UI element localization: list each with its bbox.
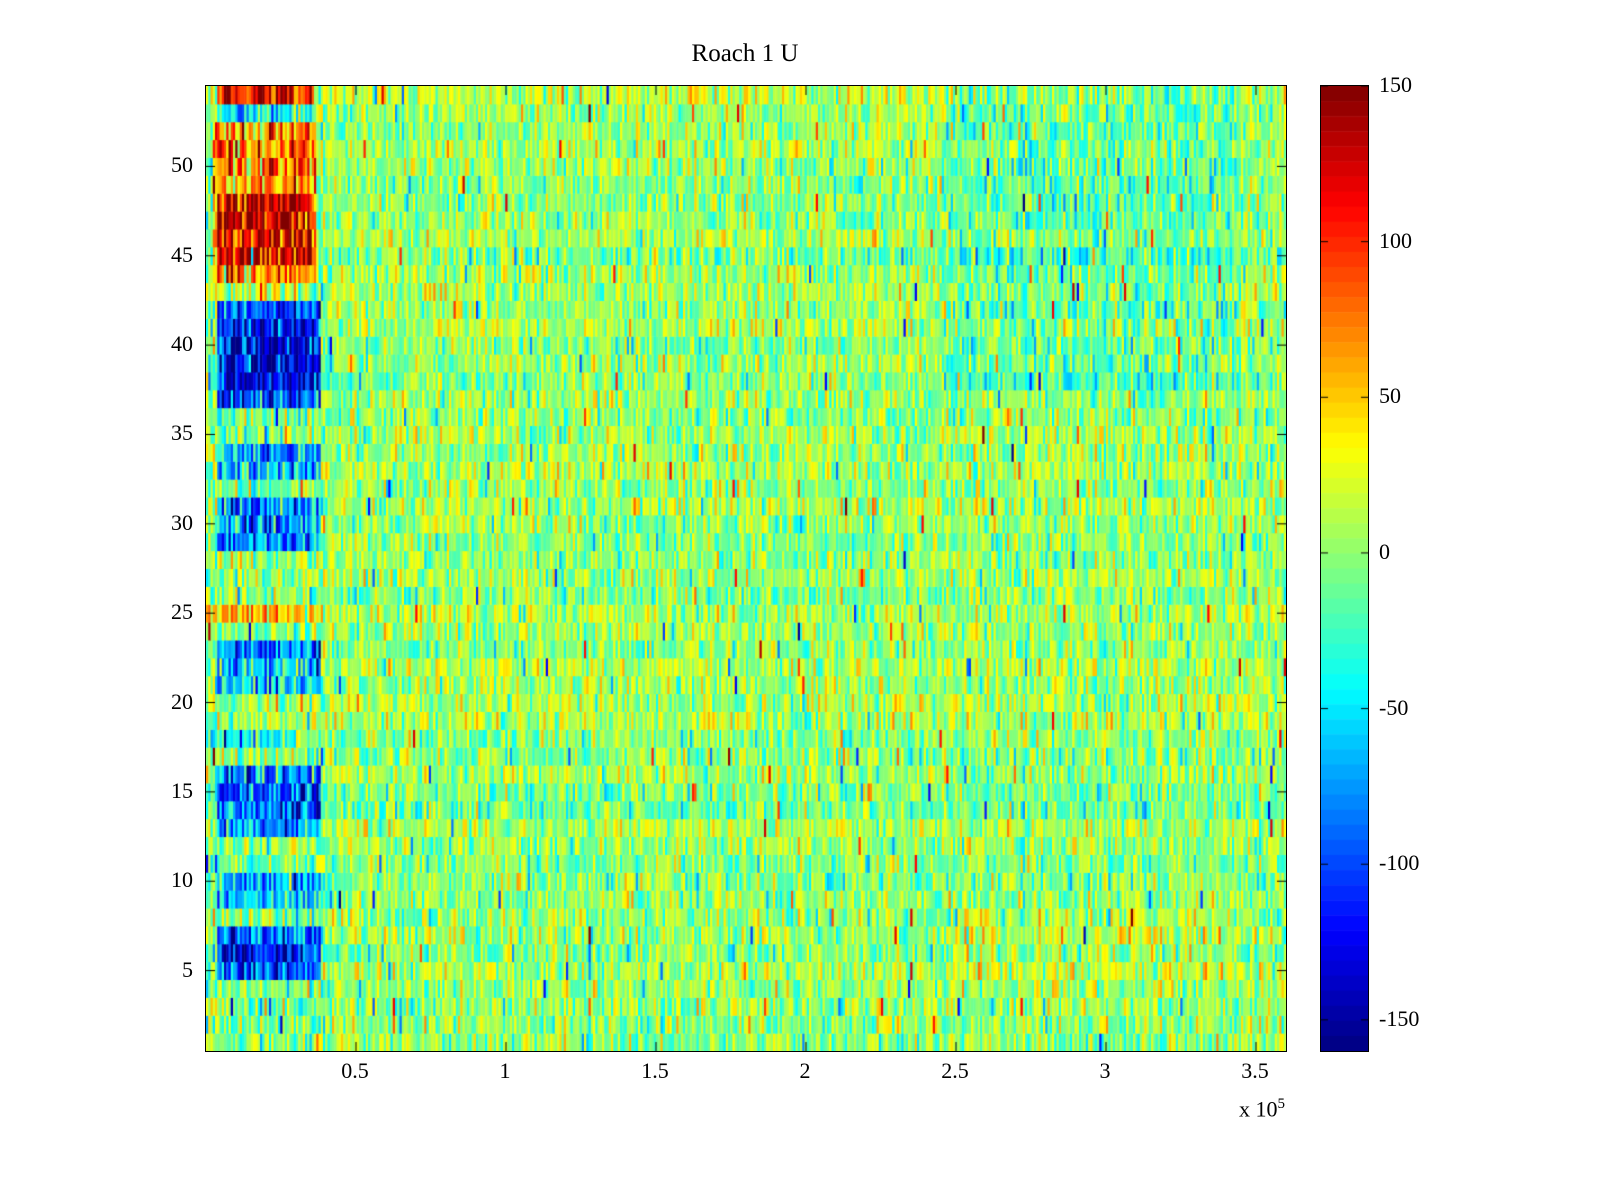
colorbar-tick-label: -50 <box>1379 694 1409 720</box>
chart-title: Roach 1 U <box>691 40 799 67</box>
y-tick-label: 30 <box>171 509 193 535</box>
x-tick-label: 0.5 <box>341 1058 369 1083</box>
colorbar-tick-label: 50 <box>1379 383 1401 409</box>
colorbar-tick-label: -100 <box>1379 850 1420 876</box>
y-tick-label: 25 <box>171 599 193 625</box>
colorbar-canvas <box>1320 85 1369 1052</box>
x-tick-label: 3 <box>1099 1058 1111 1083</box>
x-tick-label: 2 <box>799 1058 811 1083</box>
x-tick-label: 1.5 <box>641 1058 669 1083</box>
colorbar-tick-label: 100 <box>1379 227 1412 253</box>
x-tick-label: 2.5 <box>941 1058 969 1083</box>
y-tick-label: 40 <box>171 331 193 357</box>
y-tick-label: 45 <box>171 241 193 267</box>
colorbar-tick-label: -150 <box>1379 1005 1420 1031</box>
y-tick-label: 20 <box>171 688 193 714</box>
y-tick-label: 15 <box>171 777 193 803</box>
y-tick-label: 50 <box>171 152 193 178</box>
y-tick-label: 35 <box>171 420 193 446</box>
x-tick-label: 3.5 <box>1241 1058 1269 1083</box>
x-axis-scale-label: x 105 <box>1155 1096 1285 1122</box>
colorbar-tick-label: 0 <box>1379 538 1390 564</box>
colorbar-tick-label: 150 <box>1379 72 1412 97</box>
x-tick-label: 1 <box>499 1058 511 1083</box>
heatmap-canvas <box>205 85 1287 1052</box>
y-tick-label: 10 <box>171 867 193 893</box>
y-tick-label: 5 <box>182 956 193 982</box>
x-axis-scale-mantissa: x 10 <box>1239 1096 1278 1122</box>
x-axis-scale-exponent: 5 <box>1277 1096 1286 1112</box>
